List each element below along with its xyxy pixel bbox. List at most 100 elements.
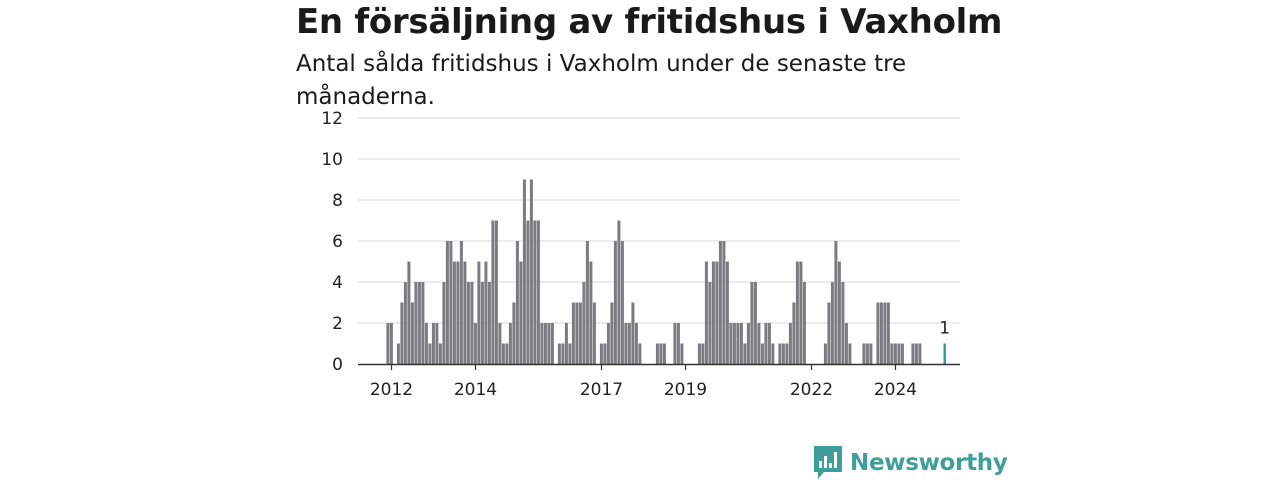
bar [477,261,481,364]
y-tick-label: 6 [332,232,343,252]
bar [389,323,393,364]
bar [704,261,708,364]
bar [788,323,792,364]
bar [543,323,547,364]
highlight-bar [943,343,946,364]
bar [515,241,519,364]
bar [795,261,799,364]
y-tick-label: 10 [321,150,343,170]
bar [575,302,579,364]
bar [701,343,705,364]
bar [802,282,806,364]
bar [869,343,873,364]
bar [897,343,901,364]
bar [841,282,845,364]
bar [480,282,484,364]
bar [827,302,831,364]
bar [613,241,617,364]
bar [494,220,498,364]
bar [508,323,512,364]
bar [407,261,411,364]
bar [445,241,449,364]
bar [830,282,834,364]
bar [449,241,453,364]
bar [459,241,463,364]
bar [550,323,554,364]
bar [484,261,488,364]
bar [386,323,390,364]
bar [676,323,680,364]
bar [431,323,435,364]
bar [736,323,740,364]
bar [452,261,456,364]
bar [799,261,803,364]
bar [879,302,883,364]
bar [659,343,663,364]
bar [715,261,719,364]
x-tick-label: 2019 [664,380,707,400]
bar [564,323,568,364]
bar [725,261,729,364]
bar [862,343,866,364]
bar-chart-flag-icon [814,446,842,479]
bar [844,323,848,364]
bar [697,343,701,364]
bar [522,179,526,364]
bar [746,323,750,364]
bar [505,343,509,364]
bar [599,343,603,364]
bar [592,302,596,364]
highlight-data-label: 1 [939,319,950,339]
x-tick-label: 2022 [790,380,833,400]
bar [578,302,582,364]
bar [876,302,880,364]
bar [533,220,537,364]
bar [708,282,712,364]
x-axis: 2012 2014 2017 2019 2022 2024 [358,363,960,400]
bar [757,323,761,364]
y-tick-label: 0 [332,355,343,375]
bar [662,343,666,364]
bar [400,302,404,364]
bar [739,323,743,364]
bar [631,302,635,364]
bar [753,282,757,364]
chart-subtitle: Antal sålda fritidshus i Vaxholm under d… [296,51,907,110]
bar [760,343,764,364]
bar [890,343,894,364]
bar [750,282,754,364]
bar [424,323,428,364]
x-tick-label: 2017 [580,380,623,400]
bar [900,343,904,364]
bars [386,179,946,364]
bar [463,261,467,364]
bar [627,323,631,364]
bar [438,343,442,364]
x-tick-label: 2024 [874,380,917,400]
x-tick-label: 2014 [454,380,497,400]
bar [781,343,785,364]
bar [498,323,502,364]
bar [673,323,677,364]
bar [883,302,887,364]
bar [918,343,922,364]
bar [536,220,540,364]
y-tick-label: 12 [321,109,343,129]
bar [568,343,572,364]
bar [711,261,715,364]
bar [914,343,918,364]
bar [487,282,491,364]
bar [771,343,775,364]
bar [680,343,684,364]
bar [764,323,768,364]
y-tick-label: 8 [332,191,343,211]
bar [414,282,418,364]
bar [466,282,470,364]
bar [491,220,495,364]
bar [617,220,621,364]
bar [722,241,726,364]
bar [470,282,474,364]
bar [473,323,477,364]
bar [624,323,628,364]
bar [732,323,736,364]
